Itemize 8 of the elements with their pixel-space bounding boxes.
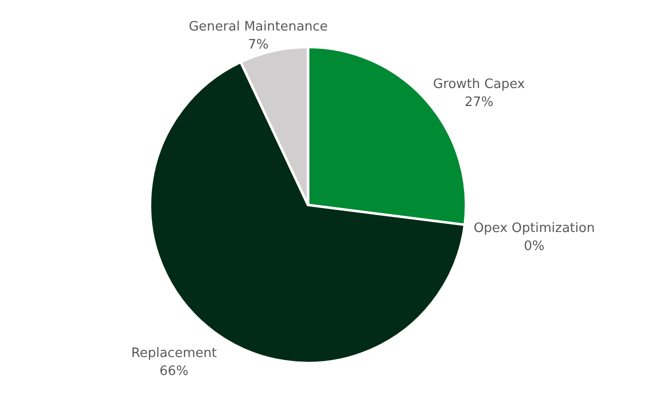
category-label: Opex Optimization: [474, 220, 595, 236]
text: 0%: [524, 238, 545, 254]
data-label: 27%: [464, 94, 494, 110]
slice-label: Growth Capex: [433, 76, 526, 92]
data-label: 66%: [160, 364, 188, 380]
slice-label: General Maintenance: [188, 19, 328, 34]
slice-label: Replacement: [131, 346, 217, 362]
data-label: 7%: [248, 37, 269, 52]
